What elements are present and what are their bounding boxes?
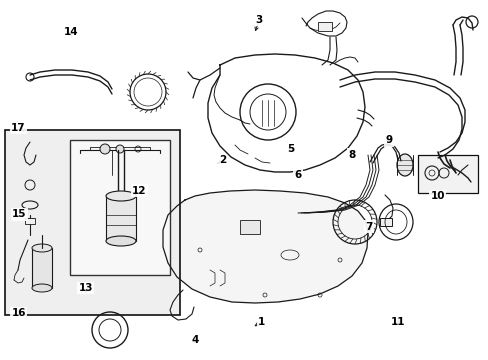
- Bar: [32, 248, 52, 288]
- Text: 2: 2: [219, 155, 225, 165]
- Circle shape: [116, 145, 124, 153]
- Text: 1: 1: [258, 317, 264, 327]
- Bar: [5, 130, 180, 315]
- Text: 9: 9: [385, 135, 391, 145]
- Text: 5: 5: [287, 144, 294, 154]
- Bar: [317, 22, 331, 31]
- Bar: [70, 140, 170, 275]
- Text: 11: 11: [390, 317, 405, 327]
- Text: 4: 4: [191, 335, 199, 345]
- Ellipse shape: [106, 191, 136, 201]
- Text: 8: 8: [348, 150, 355, 160]
- Text: 13: 13: [78, 283, 93, 293]
- Bar: [106, 196, 136, 241]
- Bar: [379, 218, 391, 226]
- Text: 3: 3: [255, 15, 262, 25]
- Text: 17: 17: [11, 123, 26, 133]
- Ellipse shape: [106, 236, 136, 246]
- Bar: [417, 155, 477, 193]
- Text: 14: 14: [63, 27, 78, 37]
- Ellipse shape: [32, 244, 52, 252]
- Bar: [240, 220, 260, 234]
- Text: 16: 16: [11, 308, 26, 318]
- Circle shape: [100, 144, 110, 154]
- Bar: [25, 218, 35, 224]
- Text: 7: 7: [365, 222, 372, 232]
- Ellipse shape: [32, 284, 52, 292]
- Text: 12: 12: [132, 186, 146, 196]
- Text: 6: 6: [294, 170, 301, 180]
- Ellipse shape: [396, 154, 412, 176]
- Text: 15: 15: [12, 209, 27, 219]
- Polygon shape: [163, 190, 367, 303]
- Text: 10: 10: [429, 191, 444, 201]
